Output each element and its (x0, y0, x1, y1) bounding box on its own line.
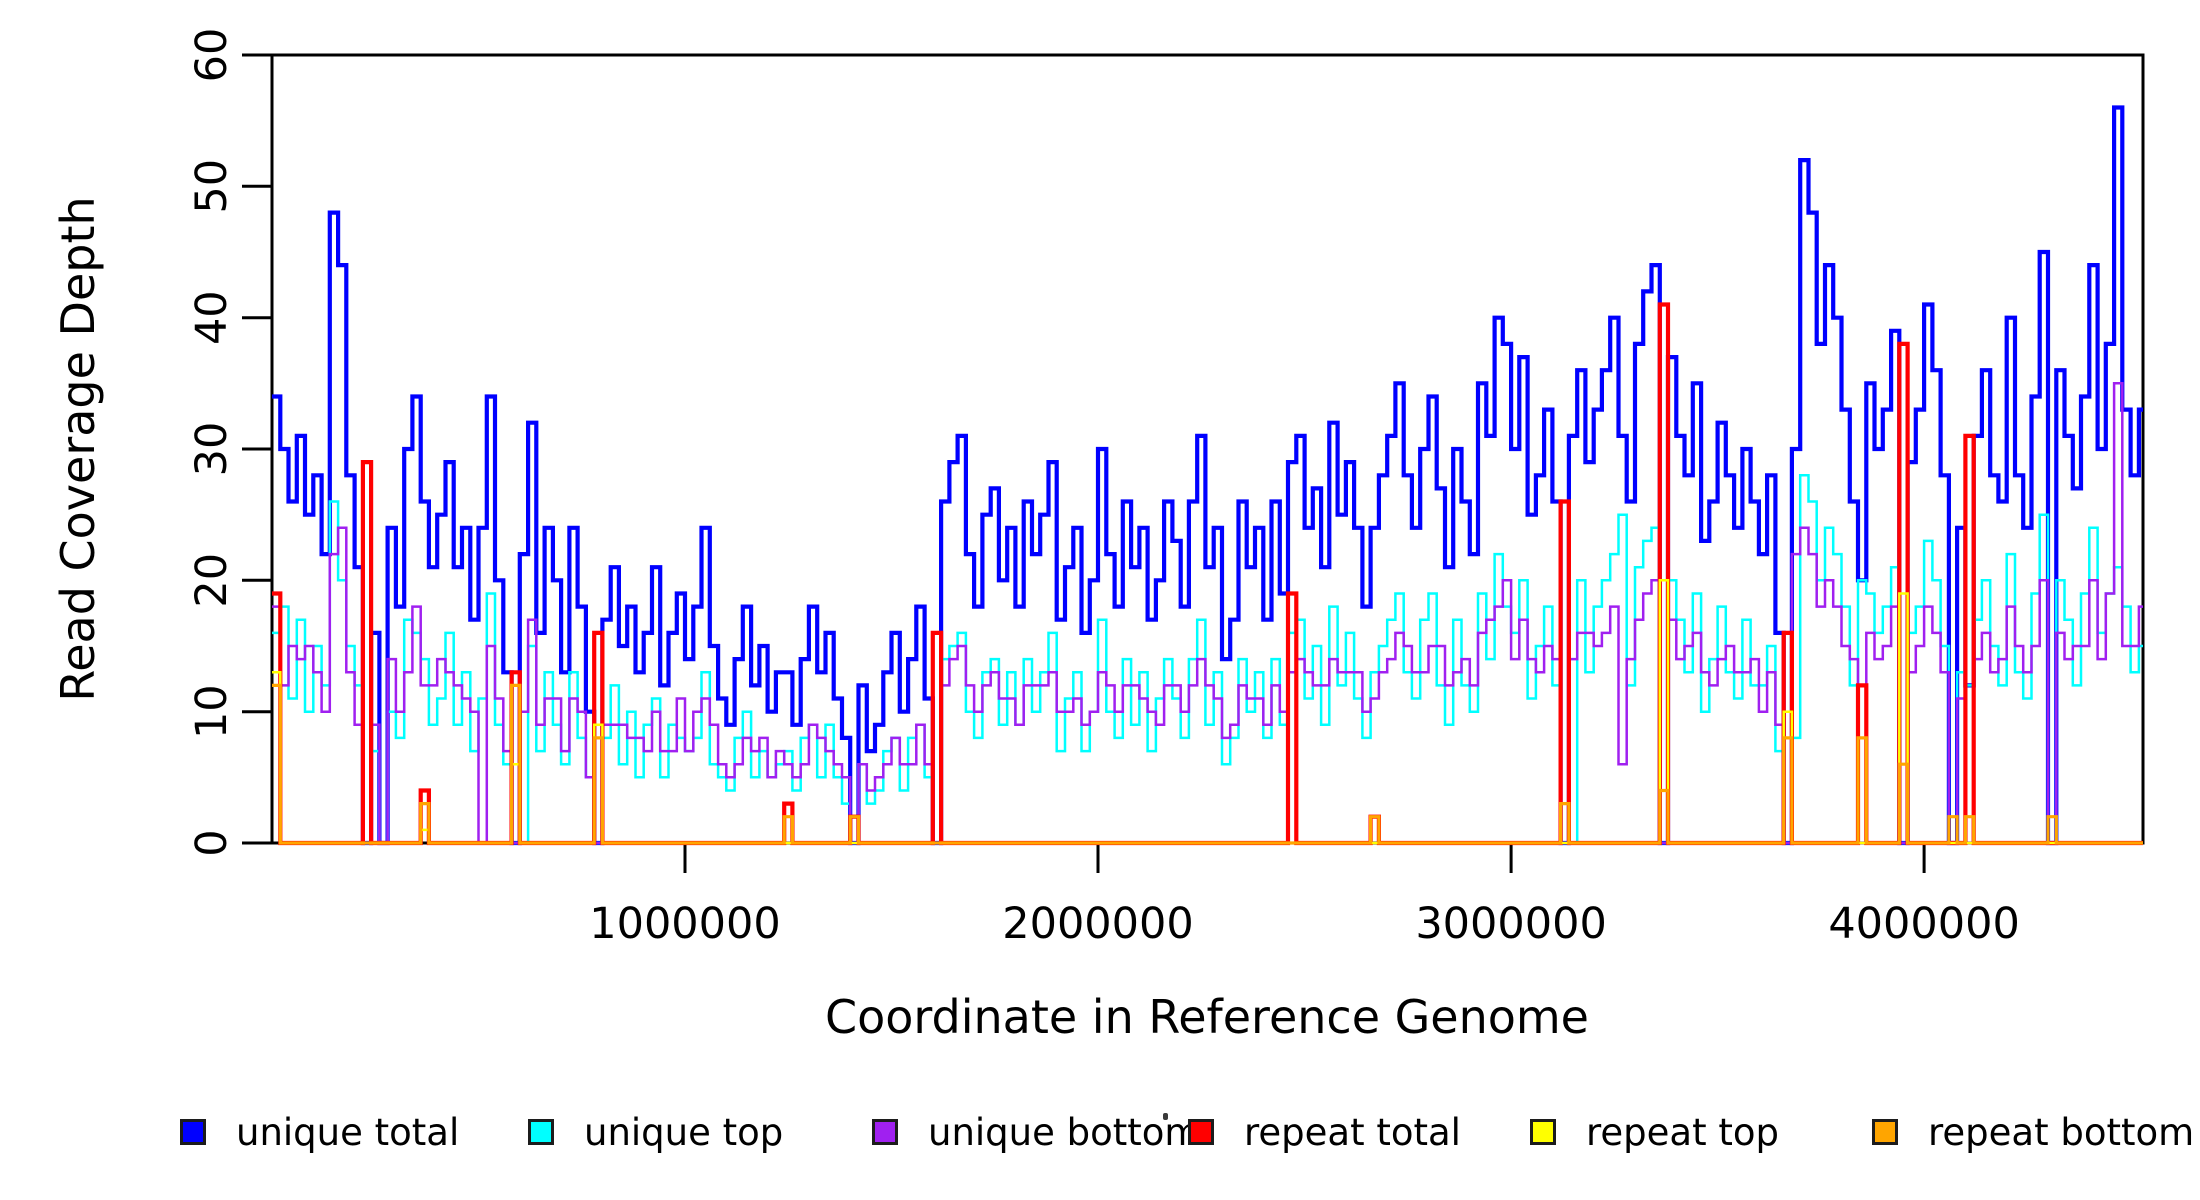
y-tick-label: 10 (187, 684, 237, 739)
y-tick-label: 30 (187, 422, 237, 477)
x-axis-title: Coordinate in Reference Genome (825, 990, 1589, 1044)
y-tick-label: 50 (187, 159, 237, 214)
series-repeat-bottom (272, 683, 2143, 845)
y-tick-label: 40 (187, 290, 237, 345)
x-tick-label: 3000000 (1415, 899, 1607, 949)
y-tick-label: 0 (187, 829, 237, 856)
x-tick-label: 1000000 (589, 899, 781, 949)
series-unique-bottom (272, 382, 2143, 845)
x-tick-label: 4000000 (1828, 899, 2020, 949)
y-tick-label: 20 (187, 553, 237, 608)
series-unique-total (272, 105, 2143, 846)
y-axis-title: Read Coverage Depth (51, 196, 105, 702)
x-tick-label: 2000000 (1002, 899, 1194, 949)
stray-mark (1163, 1113, 1168, 1120)
y-tick-label: 60 (187, 28, 237, 83)
